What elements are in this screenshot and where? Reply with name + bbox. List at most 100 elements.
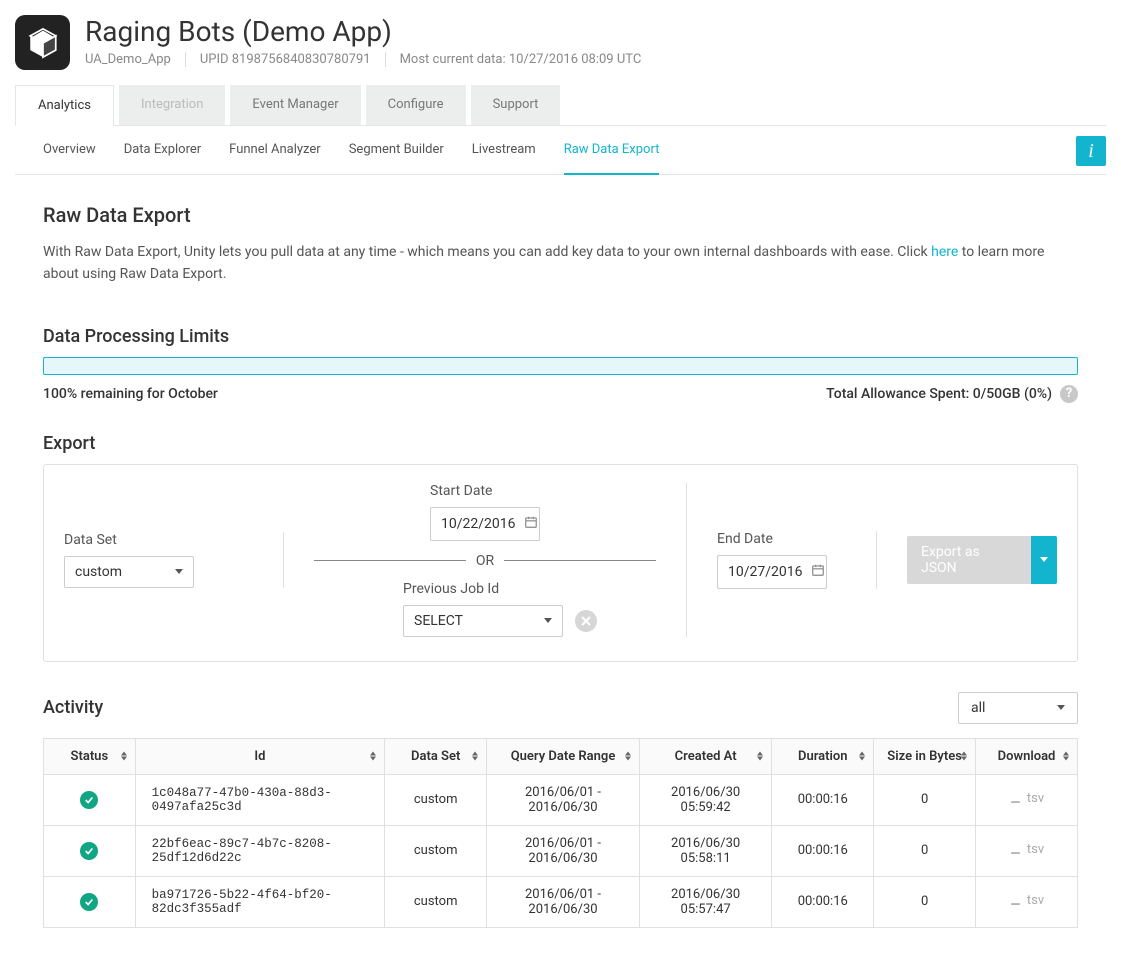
cell-dataset: custom (385, 825, 487, 876)
subtab-funnel-analyzer[interactable]: Funnel Analyzer (229, 126, 321, 174)
table-row: 1c048a77-47b0-430a-88d3-0497afa25c3d cus… (44, 774, 1078, 825)
primary-tabs: Analytics Integration Event Manager Conf… (15, 85, 1106, 126)
cell-size: 0 (874, 825, 976, 876)
col-id[interactable]: Id (135, 738, 385, 774)
tab-configure[interactable]: Configure (366, 85, 466, 125)
subtab-raw-data-export[interactable]: Raw Data Export (564, 126, 660, 175)
data-timestamp: Most current data: 10/27/2016 08:09 UTC (400, 52, 656, 67)
help-icon[interactable]: ? (1060, 385, 1078, 403)
unity-logo-icon (15, 15, 70, 70)
cell-status (44, 825, 136, 876)
app-title: Raging Bots (Demo App) (85, 15, 655, 48)
download-link[interactable]: tsv (1009, 791, 1044, 806)
cell-range: 2016/06/01 - 2016/06/30 (487, 876, 640, 927)
cell-created: 2016/06/30 05:58:11 (639, 825, 771, 876)
activity-filter-select[interactable]: all (958, 692, 1078, 724)
col-download[interactable]: Download (976, 738, 1078, 774)
start-date-label: Start Date (430, 483, 540, 499)
cell-duration: 00:00:16 (772, 825, 874, 876)
start-date-value: 10/22/2016 (441, 516, 516, 532)
status-ok-icon (80, 791, 98, 809)
cell-id: 22bf6eac-89c7-4b7c-8208-25df12d6d22c (135, 825, 385, 876)
cell-created: 2016/06/30 05:57:47 (639, 876, 771, 927)
tab-event-manager[interactable]: Event Manager (230, 85, 360, 125)
cell-range: 2016/06/01 - 2016/06/30 (487, 774, 640, 825)
chevron-down-icon (175, 569, 183, 574)
subtab-data-explorer[interactable]: Data Explorer (124, 126, 201, 174)
col-status[interactable]: Status (44, 738, 136, 774)
col-size[interactable]: Size in Bytes (874, 738, 976, 774)
dataset-select[interactable]: custom (64, 556, 194, 588)
dataset-value: custom (75, 564, 122, 580)
table-row: ba971726-5b22-4f64-bf20-82dc3f355adf cus… (44, 876, 1078, 927)
cell-dataset: custom (385, 876, 487, 927)
cell-download: tsv (976, 774, 1078, 825)
subtab-overview[interactable]: Overview (43, 126, 96, 174)
subtab-livestream[interactable]: Livestream (472, 126, 536, 174)
activity-table: Status Id Data Set Query Date Range Crea… (43, 738, 1078, 928)
limits-allowance: Total Allowance Spent: 0/50GB (0%) (826, 386, 1052, 402)
activity-filter-value: all (971, 700, 985, 716)
chevron-down-icon (544, 618, 552, 623)
learn-more-link[interactable]: here (931, 244, 958, 260)
section-title: Raw Data Export (43, 203, 1078, 227)
end-date-label: End Date (717, 531, 846, 547)
tab-support[interactable]: Support (471, 85, 561, 125)
col-range[interactable]: Query Date Range (487, 738, 640, 774)
cell-size: 0 (874, 774, 976, 825)
desc-pre: With Raw Data Export, Unity lets you pul… (43, 244, 931, 260)
col-created[interactable]: Created At (639, 738, 771, 774)
cell-dataset: custom (385, 774, 487, 825)
clear-job-button[interactable] (575, 610, 597, 632)
activity-title: Activity (43, 697, 103, 718)
tab-integration[interactable]: Integration (119, 85, 225, 125)
export-title: Export (43, 433, 1078, 454)
page-header: Raging Bots (Demo App) UA_Demo_App UPID … (15, 10, 1106, 85)
status-ok-icon (80, 893, 98, 911)
cell-status (44, 774, 136, 825)
app-meta: UA_Demo_App UPID 8198756840830780791 Mos… (85, 52, 655, 67)
chevron-down-icon (1040, 557, 1048, 562)
tab-analytics[interactable]: Analytics (15, 85, 114, 126)
calendar-icon (811, 563, 825, 581)
cell-status (44, 876, 136, 927)
cell-created: 2016/06/30 05:59:42 (639, 774, 771, 825)
job-id-label: Previous Job Id (403, 581, 597, 597)
cell-id: ba971726-5b22-4f64-bf20-82dc3f355adf (135, 876, 385, 927)
or-text: OR (476, 553, 494, 569)
cell-range: 2016/06/01 - 2016/06/30 (487, 825, 640, 876)
cell-duration: 00:00:16 (772, 774, 874, 825)
calendar-icon (524, 515, 538, 533)
end-date-input[interactable]: 10/27/2016 (717, 555, 827, 589)
cell-download: tsv (976, 876, 1078, 927)
job-id-value: SELECT (414, 613, 463, 629)
table-row: 22bf6eac-89c7-4b7c-8208-25df12d6d22c cus… (44, 825, 1078, 876)
cell-duration: 00:00:16 (772, 876, 874, 927)
col-dataset[interactable]: Data Set (385, 738, 487, 774)
export-button[interactable]: Export as JSON (907, 536, 1031, 584)
cell-id: 1c048a77-47b0-430a-88d3-0497afa25c3d (135, 774, 385, 825)
chevron-down-icon (1057, 705, 1065, 710)
job-id-select[interactable]: SELECT (403, 605, 563, 637)
status-ok-icon (80, 842, 98, 860)
limits-remaining: 100% remaining for October (43, 386, 218, 402)
export-box: Data Set custom Start Date 10/22/2016 (43, 464, 1078, 662)
cell-download: tsv (976, 825, 1078, 876)
project-name: UA_Demo_App (85, 52, 186, 67)
export-button-group: Export as JSON (907, 536, 1057, 584)
download-link[interactable]: tsv (1009, 842, 1044, 857)
col-duration[interactable]: Duration (772, 738, 874, 774)
limits-progress-bar (43, 357, 1078, 375)
section-description: With Raw Data Export, Unity lets you pul… (43, 241, 1078, 286)
info-icon[interactable]: i (1076, 136, 1106, 166)
dataset-label: Data Set (64, 532, 253, 548)
start-date-input[interactable]: 10/22/2016 (430, 507, 540, 541)
cell-size: 0 (874, 876, 976, 927)
limits-title: Data Processing Limits (43, 326, 1078, 347)
secondary-tabs: Overview Data Explorer Funnel Analyzer S… (15, 126, 1106, 175)
end-date-value: 10/27/2016 (728, 564, 803, 580)
subtab-segment-builder[interactable]: Segment Builder (349, 126, 444, 174)
or-divider: OR (314, 553, 656, 569)
limits-row: 100% remaining for October Total Allowan… (43, 385, 1078, 403)
export-format-dropdown[interactable] (1031, 536, 1057, 584)
